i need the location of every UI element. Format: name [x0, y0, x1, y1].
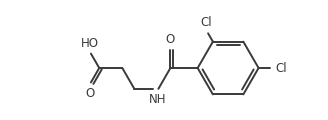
Text: HO: HO [81, 37, 99, 50]
Text: NH: NH [149, 93, 167, 106]
Text: Cl: Cl [201, 16, 212, 30]
Text: O: O [85, 87, 94, 100]
Text: Cl: Cl [276, 62, 287, 75]
Text: O: O [166, 33, 175, 46]
